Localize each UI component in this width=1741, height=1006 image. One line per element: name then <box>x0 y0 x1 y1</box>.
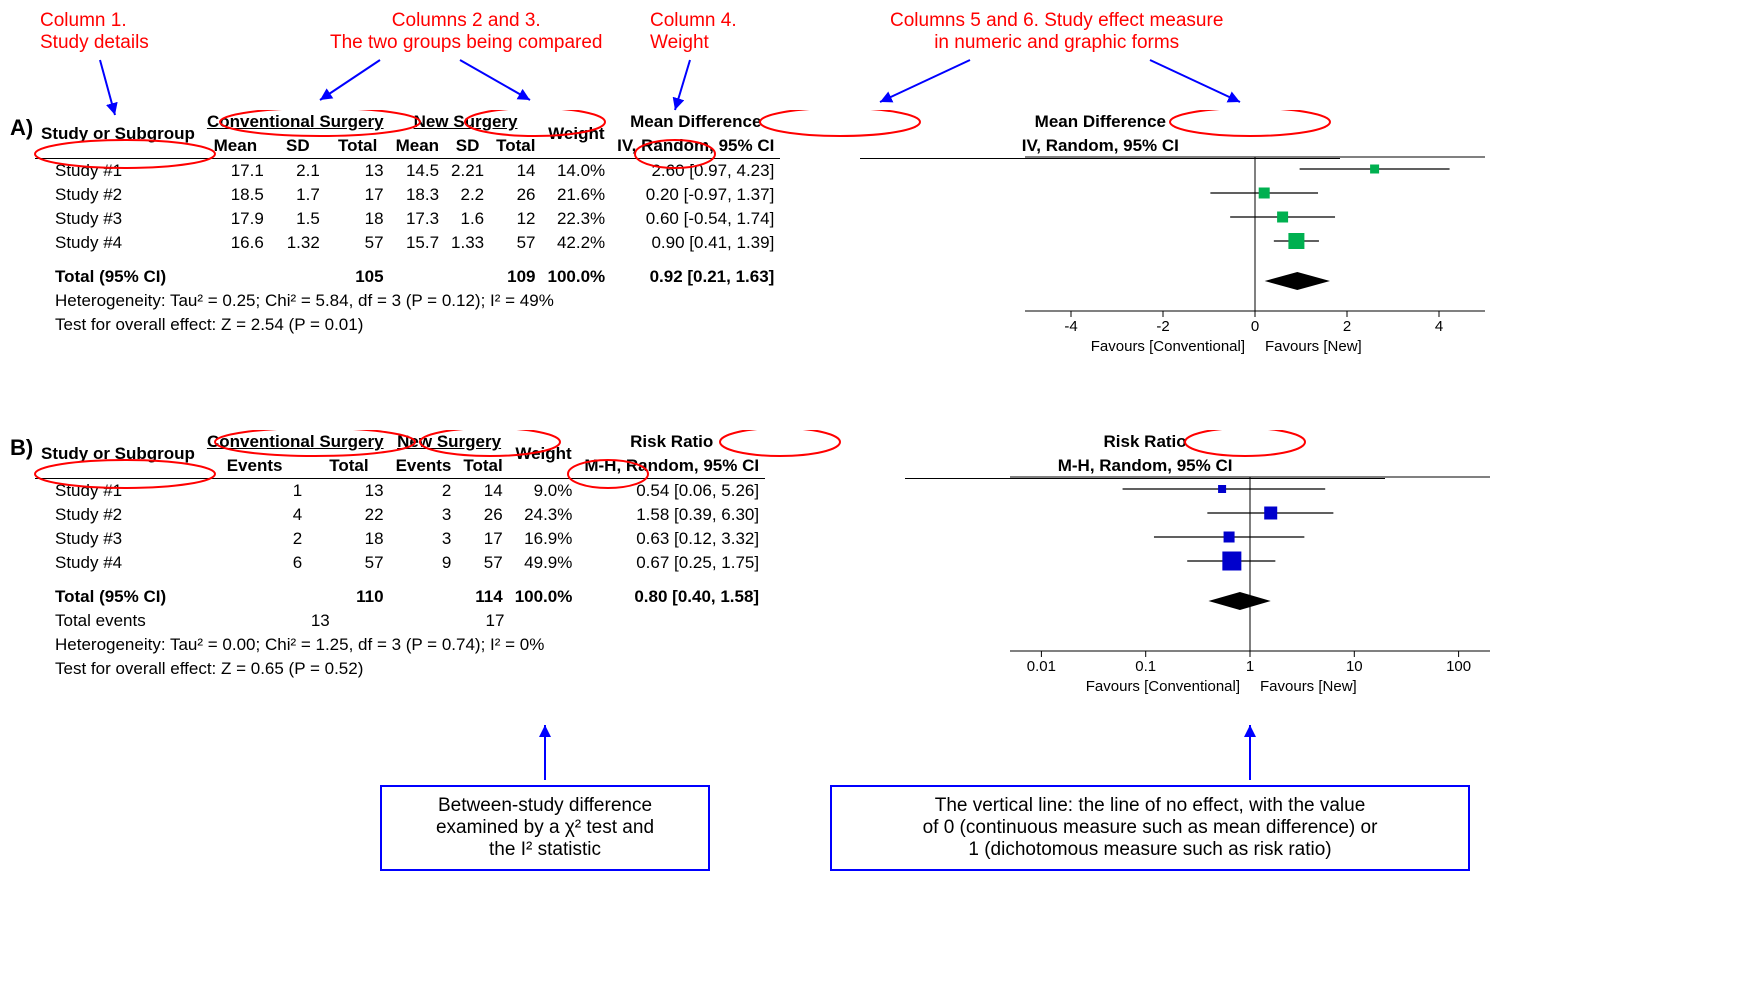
between-study-box: Between-study difference examined by a χ… <box>380 785 710 871</box>
th-weight-b: Weight <box>509 430 579 479</box>
svg-text:100: 100 <box>1446 658 1471 675</box>
annot-col56: Columns 5 and 6. Study effect measure in… <box>890 10 1223 54</box>
table-row: Study #242232624.3%1.58 [0.39, 6.30] <box>35 503 1385 527</box>
table-row: Study #218.51.71718.32.22621.6%0.20 [-0.… <box>35 183 1340 207</box>
table-row: Study #416.61.325715.71.335742.2%0.90 [0… <box>35 231 1340 255</box>
th-g2-events-b: Events <box>390 454 458 479</box>
vertical-line-box: The vertical line: the line of no effect… <box>830 785 1470 871</box>
th-effect-plot-b: Risk Ratio <box>905 430 1385 454</box>
th-effect-b: Risk Ratio <box>578 430 765 454</box>
top-arrows-svg <box>10 10 1710 120</box>
th-g1-sd: SD <box>270 134 326 159</box>
panel-b-table: Study or Subgroup Conventional Surgery N… <box>35 430 1385 609</box>
th-effect-sub: IV, Random, 95% CI <box>611 134 780 159</box>
th-group1-b: Conventional Surgery <box>201 430 390 454</box>
svg-text:Favours [New]: Favours [New] <box>1260 678 1357 695</box>
total-events-g1: 13 <box>210 609 330 633</box>
th-effect-plot: Mean Difference <box>860 110 1340 134</box>
th-group2: New Surgery <box>390 110 542 134</box>
table-row: Study #317.91.51817.31.61222.3%0.60 [-0.… <box>35 207 1340 231</box>
panel-b-container: B) Study or Subgroup Conventional Surger… <box>10 430 1731 740</box>
svg-text:-4: -4 <box>1064 318 1077 335</box>
th-g1-total-b: Total <box>308 454 389 479</box>
svg-text:0: 0 <box>1251 318 1259 335</box>
th-effect-sub-b: M-H, Random, 95% CI <box>578 454 765 479</box>
svg-text:Favours [New]: Favours [New] <box>1265 338 1362 355</box>
annot-col23: Columns 2 and 3. The two groups being co… <box>330 10 603 54</box>
bottom-annotations: Between-study difference examined by a χ… <box>10 780 1731 930</box>
th-g2-total: Total <box>490 134 541 159</box>
panel-a-table: Study or Subgroup Conventional Surgery N… <box>35 110 1340 289</box>
annot-col4: Column 4. Weight <box>650 10 737 54</box>
th-group2-b: New Surgery <box>390 430 509 454</box>
th-group1: Conventional Surgery <box>201 110 390 134</box>
svg-text:0.01: 0.01 <box>1027 658 1056 675</box>
total-row: Total (95% CI)110114100.0%0.80 [0.40, 1.… <box>35 585 1385 609</box>
th-effect: Mean Difference <box>611 110 780 134</box>
svg-text:1: 1 <box>1246 658 1254 675</box>
panel-a-label: A) <box>10 115 33 141</box>
top-annotation-row: Column 1. Study details Columns 2 and 3.… <box>10 10 1731 110</box>
svg-text:2: 2 <box>1343 318 1351 335</box>
th-effect-sub-plot-b: M-H, Random, 95% CI <box>905 454 1385 479</box>
svg-text:Favours [Conventional]: Favours [Conventional] <box>1091 338 1245 355</box>
th-weight: Weight <box>542 110 612 159</box>
table-row: Study #465795749.9%0.67 [0.25, 1.75] <box>35 551 1385 575</box>
total-row: Total (95% CI)105109100.0%0.92 [0.21, 1.… <box>35 265 1340 289</box>
th-study: Study or Subgroup <box>35 110 201 159</box>
th-g1-mean: Mean <box>201 134 270 159</box>
svg-text:-2: -2 <box>1156 318 1169 335</box>
th-effect-sub-plot: IV, Random, 95% CI <box>860 134 1340 159</box>
bottom-arrows <box>10 720 1710 780</box>
table-row: Study #117.12.11314.52.211414.0%2.60 [0.… <box>35 159 1340 184</box>
svg-text:0.1: 0.1 <box>1135 658 1156 675</box>
th-g2-mean: Mean <box>390 134 445 159</box>
th-g2-total-b: Total <box>457 454 508 479</box>
th-g1-total: Total <box>326 134 390 159</box>
th-g1-events-b: Events <box>201 454 308 479</box>
annot-col1: Column 1. Study details <box>40 10 149 54</box>
panel-a-container: A) Study or Subgroup Conventional Surger… <box>10 110 1731 390</box>
table-row: Study #11132149.0%0.54 [0.06, 5.26] <box>35 479 1385 504</box>
svg-text:10: 10 <box>1346 658 1363 675</box>
panel-b-label: B) <box>10 435 33 461</box>
table-row: Study #321831716.9%0.63 [0.12, 3.32] <box>35 527 1385 551</box>
th-study-b: Study or Subgroup <box>35 430 201 479</box>
total-events-g2: 17 <box>334 609 504 633</box>
total-events-label: Total events <box>55 609 205 633</box>
th-g2-sd: SD <box>445 134 490 159</box>
svg-text:4: 4 <box>1435 318 1443 335</box>
svg-text:Favours [Conventional]: Favours [Conventional] <box>1086 678 1240 695</box>
